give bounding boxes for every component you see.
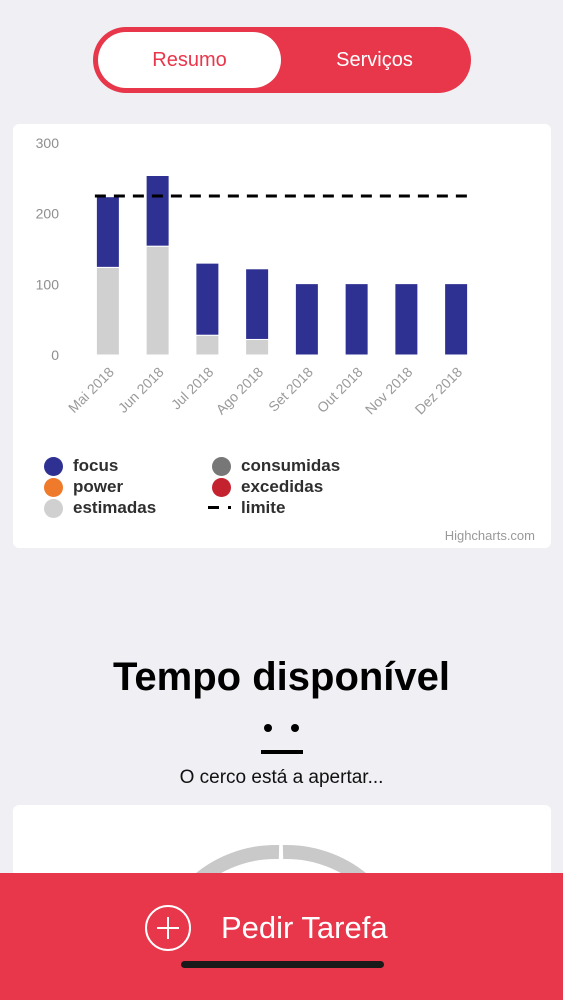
x-tick-label: Jul 2018 bbox=[168, 364, 217, 413]
x-tick-label: Ago 2018 bbox=[213, 364, 267, 418]
bar-estimadas bbox=[195, 334, 220, 356]
action-bar: Pedir Tarefa bbox=[0, 873, 563, 1000]
bar-focus bbox=[444, 283, 469, 356]
bar-focus bbox=[344, 283, 369, 356]
x-tick-label: Nov 2018 bbox=[362, 364, 416, 418]
legend-item-limite[interactable]: limite bbox=[208, 498, 285, 518]
legend-item-focus[interactable]: focus bbox=[44, 456, 118, 476]
request-task-button[interactable]: Pedir Tarefa bbox=[145, 903, 388, 953]
bar-focus bbox=[294, 283, 319, 356]
legend-label-consumidas: consumidas bbox=[241, 456, 341, 475]
segmented-control: Resumo Serviços bbox=[93, 27, 471, 93]
y-tick-label: 100 bbox=[36, 276, 60, 292]
bar-focus bbox=[145, 175, 170, 247]
legend-dot-power bbox=[44, 477, 63, 497]
plus-circle-icon bbox=[145, 905, 191, 951]
y-tick-label: 300 bbox=[36, 135, 60, 151]
bar-focus bbox=[195, 262, 220, 336]
y-tick-label: 0 bbox=[51, 347, 59, 363]
dashed-line-icon bbox=[208, 506, 232, 510]
legend-dot-estimadas bbox=[44, 498, 63, 518]
face-eye-right bbox=[291, 724, 299, 732]
legend-label-limite: limite bbox=[241, 498, 286, 517]
legend-dot-consumidas bbox=[212, 456, 231, 476]
chart-legend: focus power estimadas consumidas excedid… bbox=[44, 456, 404, 522]
x-tick-label: Mai 2018 bbox=[65, 364, 117, 416]
request-task-label: Pedir Tarefa bbox=[221, 910, 388, 945]
legend-label-estimadas: estimadas bbox=[73, 498, 157, 517]
legend-item-excedidas[interactable]: excedidas bbox=[212, 477, 323, 497]
available-time-subtitle: O cerco está a apertar... bbox=[179, 767, 384, 788]
neutral-face-icon bbox=[258, 720, 306, 760]
x-tick-label: Dez 2018 bbox=[412, 364, 466, 418]
x-tick-label: Set 2018 bbox=[265, 364, 316, 415]
legend-label-excedidas: excedidas bbox=[241, 477, 324, 496]
legend-item-consumidas[interactable]: consumidas bbox=[212, 456, 340, 476]
legend-dot-excedidas bbox=[212, 477, 231, 497]
tab-servicos[interactable]: Serviços bbox=[336, 48, 413, 71]
face-eye-left bbox=[264, 724, 272, 732]
bar-estimadas bbox=[145, 245, 170, 356]
face-mouth bbox=[261, 750, 303, 754]
legend-label-focus: focus bbox=[73, 456, 119, 475]
legend-item-estimadas[interactable]: estimadas bbox=[44, 498, 156, 518]
bar-focus bbox=[394, 283, 419, 356]
chart-credits[interactable]: Highcharts.com bbox=[444, 528, 535, 543]
legend-label-power: power bbox=[73, 477, 124, 496]
legend-dot-focus bbox=[44, 456, 63, 476]
bar-focus bbox=[95, 196, 120, 268]
y-tick-label: 200 bbox=[36, 206, 60, 222]
bar-estimadas bbox=[95, 266, 120, 356]
legend-item-power[interactable]: power bbox=[44, 477, 123, 497]
x-tick-label: Out 2018 bbox=[314, 364, 366, 416]
bar-estimadas bbox=[245, 338, 270, 356]
x-tick-label: Jun 2018 bbox=[115, 364, 167, 416]
available-time-title: Tempo disponível bbox=[112, 655, 451, 699]
chart-card: 0 100 200 300 Mai 2018 Jun 2018 Jul 2018 Ago 20… bbox=[13, 124, 551, 548]
tab-resumo[interactable]: Resumo bbox=[98, 32, 281, 88]
bar-focus bbox=[245, 268, 270, 340]
home-indicator[interactable] bbox=[181, 961, 384, 968]
